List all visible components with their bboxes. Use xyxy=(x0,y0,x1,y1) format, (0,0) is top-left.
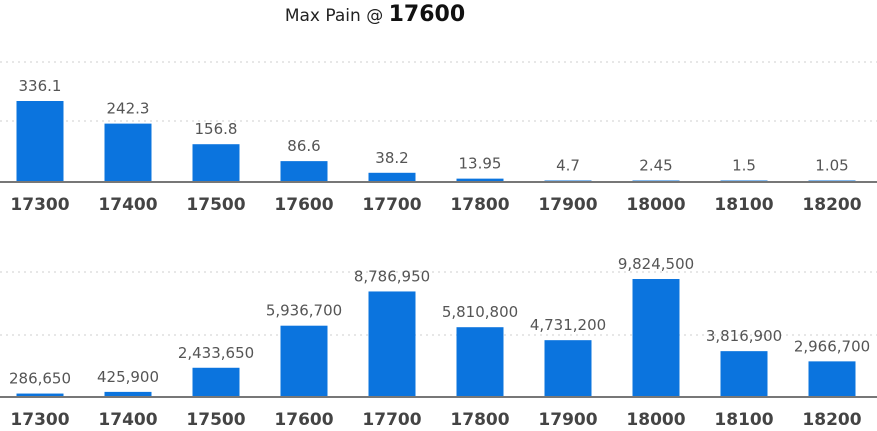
chart1-data-label-17900: 4.7 xyxy=(556,157,580,175)
chart2-x-tick-17300: 17300 xyxy=(10,410,69,430)
chart1-bar-17600 xyxy=(280,161,328,182)
chart1-data-label-17400: 242.3 xyxy=(107,100,150,118)
chart2-data-label-17700: 8,786,950 xyxy=(354,267,430,285)
chart2-bar-17900 xyxy=(544,340,592,397)
chart1-bar-17500 xyxy=(192,144,240,182)
chart2-x-tick-18000: 18000 xyxy=(626,410,685,430)
chart2-bar-17400 xyxy=(104,391,152,397)
chart2-data-label-17400: 425,900 xyxy=(97,368,159,386)
chart1-data-label-18000: 2.45 xyxy=(639,157,672,175)
chart1-bar-17800 xyxy=(456,178,504,182)
chart1-data-label-17300: 336.1 xyxy=(19,77,62,95)
chart1-x-tick-17700: 17700 xyxy=(362,195,421,215)
chart2-data-label-17900: 4,731,200 xyxy=(530,316,606,334)
chart2-data-label-18000: 9,824,500 xyxy=(618,255,694,273)
chart2-x-tick-17900: 17900 xyxy=(538,410,597,430)
chart2-x-tick-17600: 17600 xyxy=(274,410,333,430)
chart2-data-label-17800: 5,810,800 xyxy=(442,303,518,321)
chart1-data-label-18200: 1.05 xyxy=(815,157,848,175)
chart2-x-tick-18100: 18100 xyxy=(714,410,773,430)
chart1-x-tick-17300: 17300 xyxy=(10,195,69,215)
chart2-data-label-17300: 286,650 xyxy=(9,370,71,388)
chart1-x-tick-18200: 18200 xyxy=(802,195,861,215)
chart1-x-tick-17800: 17800 xyxy=(450,195,509,215)
chart2-bar-18000 xyxy=(632,279,680,397)
chart2-x-tick-17500: 17500 xyxy=(186,410,245,430)
max-pain-value: 17600 xyxy=(388,2,466,27)
chart2-bar-17500 xyxy=(192,367,240,397)
chart1-data-label-17800: 13.95 xyxy=(459,155,502,173)
chart2-bar-17700 xyxy=(368,291,416,397)
chart1-bar-17400 xyxy=(104,123,152,182)
chart2-x-tick-18200: 18200 xyxy=(802,410,861,430)
chart1-data-label-17700: 38.2 xyxy=(375,149,408,167)
chart1-x-tick-17500: 17500 xyxy=(186,195,245,215)
chart2-bar-17300 xyxy=(16,393,64,397)
chart2-x-tick-17400: 17400 xyxy=(98,410,157,430)
chart1-x-tick-18100: 18100 xyxy=(714,195,773,215)
chart1-bar-17700 xyxy=(368,172,416,182)
chart1-data-label-18100: 1.5 xyxy=(732,157,756,175)
chart1-x-tick-17900: 17900 xyxy=(538,195,597,215)
chart2-data-label-17600: 5,936,700 xyxy=(266,302,342,320)
chart2-bar-17600 xyxy=(280,325,328,397)
chart-title: Max Pain @ 17600 xyxy=(0,2,750,27)
chart2-x-tick-17700: 17700 xyxy=(362,410,421,430)
chart1-data-label-17600: 86.6 xyxy=(287,137,320,155)
chart1-x-tick-18000: 18000 xyxy=(626,195,685,215)
title-prefix: Max Pain @ xyxy=(284,6,389,26)
chart2-data-label-18100: 3,816,900 xyxy=(706,327,782,345)
chart2-bar-18100 xyxy=(720,351,768,397)
chart1-x-tick-17400: 17400 xyxy=(98,195,157,215)
chart2-x-tick-17800: 17800 xyxy=(450,410,509,430)
chart2-bar-17800 xyxy=(456,327,504,397)
chart1-data-label-17500: 156.8 xyxy=(195,120,238,138)
chart1-bar-17300 xyxy=(16,101,64,182)
chart2-bar-18200 xyxy=(808,361,856,397)
chart2-data-label-17500: 2,433,650 xyxy=(178,344,254,362)
chart1-x-tick-17600: 17600 xyxy=(274,195,333,215)
chart2-data-label-18200: 2,966,700 xyxy=(794,337,870,355)
